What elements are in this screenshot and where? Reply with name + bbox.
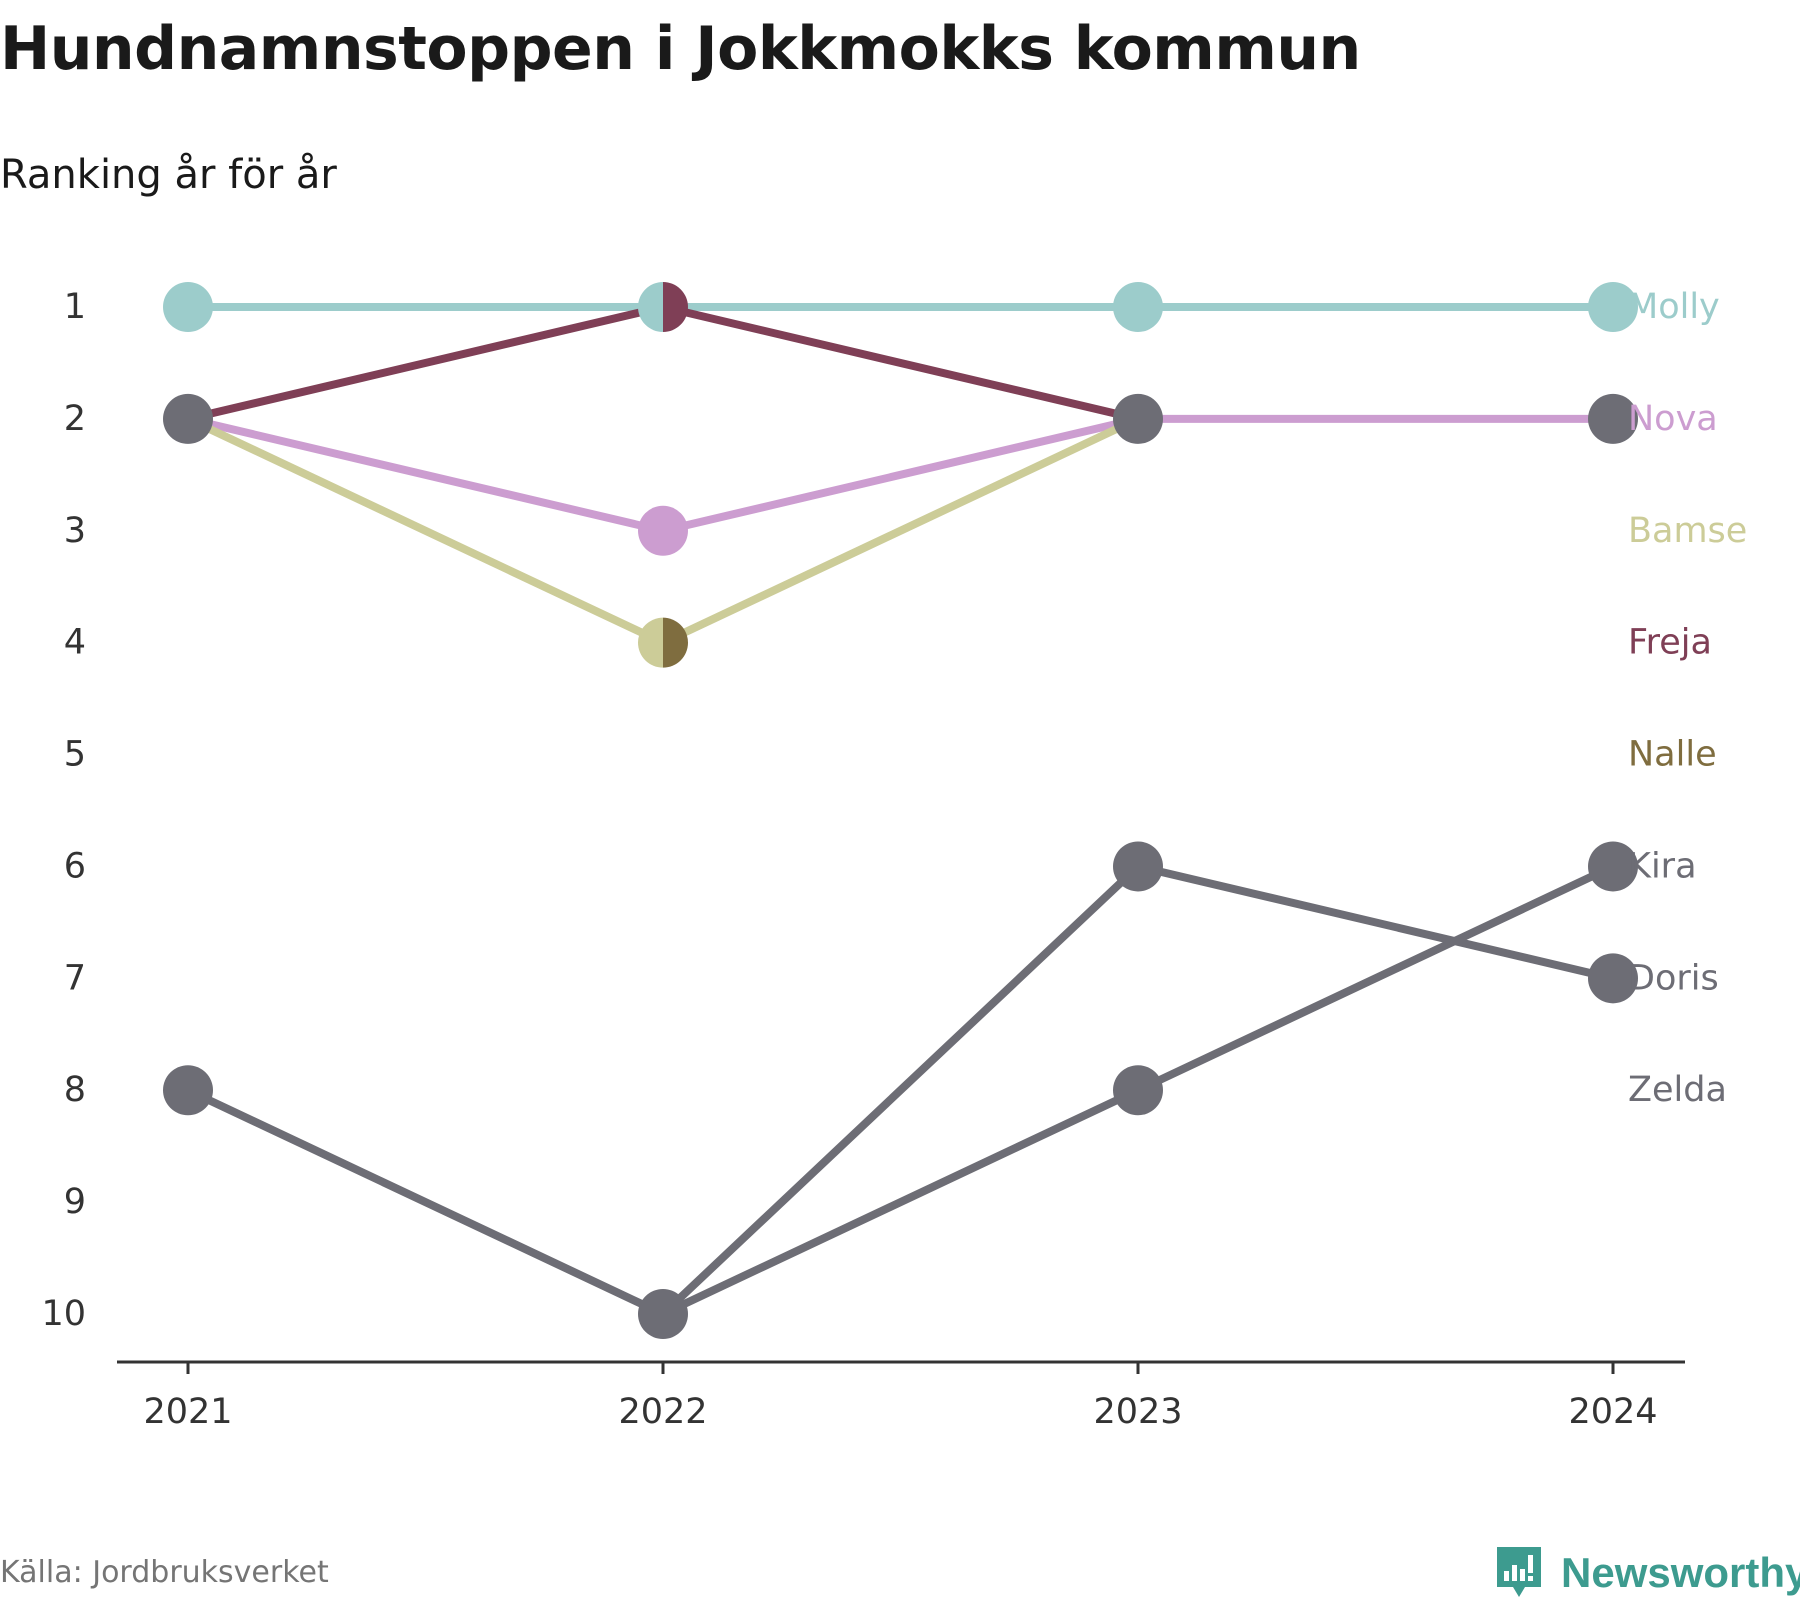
x-tick-label-2022: 2022 (618, 1392, 707, 1432)
y-tick-label-5: 5 (64, 735, 86, 775)
end-label-bamse: Bamse (1628, 511, 1747, 551)
end-labels: Molly Nova Bamse Freja Nalle Kira Doris Zelda (1628, 287, 1747, 1110)
marker-2024-rank-1 (1588, 282, 1638, 332)
page-title: Hundnamnstoppen i Jokkmokks kommun (0, 14, 1361, 84)
x-axis: 2021 2022 2023 2024 (117, 1360, 1685, 1432)
rank-chart: 1 2 3 4 5 6 7 8 9 10 2021 2022 2023 2024 Molly Nova Ba… (41, 282, 1747, 1432)
marker-2022-rank-4 (637, 617, 688, 668)
marker-2024-rank-7 (1588, 953, 1638, 1004)
marker-2022-rank-10 (638, 1289, 688, 1339)
y-tick-label-3: 3 (64, 511, 86, 551)
marker-2022-rank-1 (638, 282, 688, 332)
y-tick-label-4: 4 (64, 623, 86, 663)
end-label-molly: Molly (1628, 287, 1720, 327)
end-label-nalle: Nalle (1628, 735, 1717, 775)
marker-2022-rank-1-right (663, 282, 688, 332)
marker-2023-rank-6 (1113, 841, 1163, 892)
x-tick-label-2023: 2023 (1093, 1392, 1182, 1432)
series-line-nova (184, 414, 1617, 535)
brand-logo[interactable]: Newsworthy (1495, 1545, 1800, 1601)
marker-2023-rank-1 (1113, 282, 1163, 332)
marker-2021-rank-8 (163, 1065, 213, 1116)
marker-2022-rank-4-right (663, 617, 688, 668)
chart-subtitle: Ranking år för år (0, 152, 337, 198)
y-tick-label-1: 1 (64, 287, 86, 327)
end-label-kira: Kira (1628, 846, 1697, 886)
source-note: Källa: Jordbruksverket (0, 1555, 329, 1590)
marker-2022-rank-1-left (638, 282, 663, 332)
brand-name: Newsworthy (1561, 1549, 1800, 1596)
y-tick-label-10: 10 (41, 1294, 86, 1334)
marker-2023-rank-2 (1113, 393, 1163, 444)
end-label-zelda: Zelda (1628, 1070, 1727, 1110)
x-tick-label-2024: 2024 (1568, 1392, 1657, 1432)
y-tick-label-8: 8 (64, 1070, 86, 1110)
end-label-doris: Doris (1628, 958, 1719, 998)
y-tick-label-7: 7 (64, 958, 86, 998)
y-tick-label-2: 2 (64, 399, 86, 439)
y-axis-labels: 1 2 3 4 5 6 7 8 9 10 (41, 287, 86, 1334)
marker-2021-rank-2 (163, 393, 213, 444)
marker-2023-rank-8 (1113, 1065, 1163, 1116)
series-markers (163, 282, 1638, 1339)
x-tick-label-2021: 2021 (143, 1392, 232, 1432)
marker-2024-rank-6 (1588, 841, 1638, 892)
marker-2021-rank-1 (163, 282, 213, 332)
y-tick-label-6: 6 (64, 846, 86, 886)
marker-2024-rank-2 (1588, 393, 1638, 444)
series-lines (184, 303, 1617, 1318)
y-tick-label-9: 9 (64, 1182, 86, 1222)
marker-2022-rank-4-left (637, 617, 663, 668)
end-label-freja: Freja (1628, 623, 1712, 663)
newsworthy-logo-icon (1497, 1547, 1541, 1597)
marker-2022-rank-3 (638, 505, 688, 556)
end-label-nova: Nova (1628, 399, 1718, 439)
series-line-zelda (184, 1086, 667, 1318)
